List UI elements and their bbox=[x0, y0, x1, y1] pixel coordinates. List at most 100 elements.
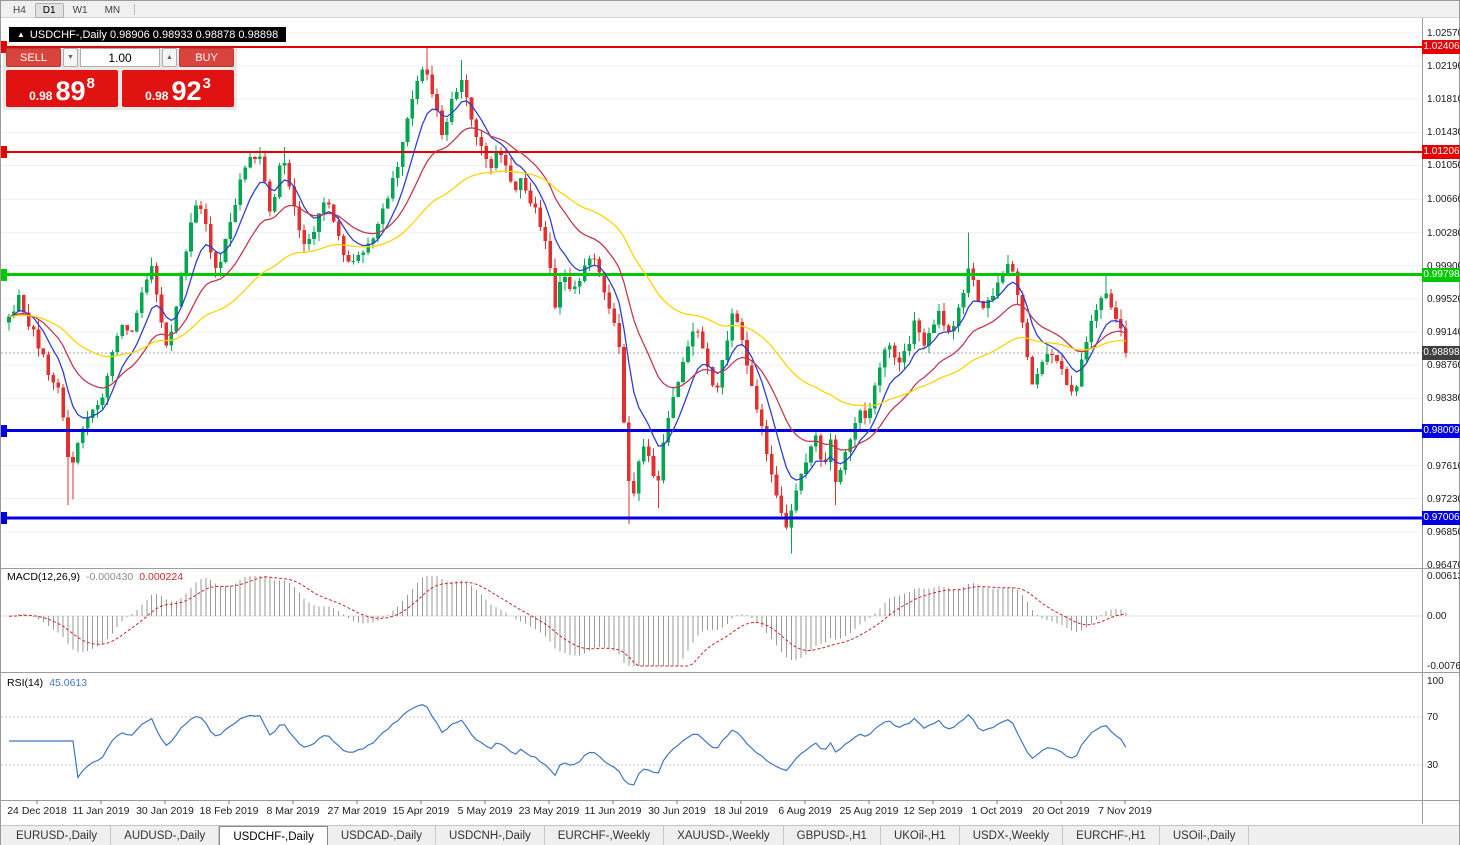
chart-tab-usdcad-daily[interactable]: USDCAD-,Daily bbox=[328, 826, 436, 845]
time-axis-label: 11 Jun 2019 bbox=[584, 805, 642, 817]
time-axis-label: 15 Apr 2019 bbox=[392, 805, 450, 817]
price-axis-label: 0.99520 bbox=[1427, 293, 1460, 305]
chart-tab-ukoil-h1[interactable]: UKOil-,H1 bbox=[881, 826, 960, 845]
price-level-left-marker bbox=[1, 145, 7, 158]
time-axis-label: 20 Oct 2019 bbox=[1032, 805, 1090, 817]
buy-button[interactable]: BUY bbox=[179, 48, 234, 67]
time-axis-label: 5 May 2019 bbox=[457, 805, 513, 817]
timeframe-button-mn[interactable]: MN bbox=[104, 5, 121, 16]
chart-marker-icon: ▲ bbox=[17, 30, 25, 39]
rsi-axis-label: 100 bbox=[1427, 676, 1444, 687]
rsi-indicator-label: RSI(14) 45.0613 bbox=[7, 677, 87, 689]
timeframe-toolbar: H4 D1 W1 MN bbox=[1, 1, 1459, 18]
chart-tab-usoil-daily[interactable]: USOil-,Daily bbox=[1160, 826, 1250, 845]
time-axis-label: 18 Feb 2019 bbox=[199, 805, 259, 817]
timeframe-button-d1[interactable]: D1 bbox=[34, 3, 64, 18]
time-axis-label: 8 Mar 2019 bbox=[266, 805, 320, 817]
price-level-badge: 0.97006 bbox=[1422, 511, 1460, 526]
buy-price-big: 92 bbox=[171, 76, 202, 106]
time-axis-label: 25 Aug 2019 bbox=[839, 805, 899, 817]
moving-average-20 bbox=[8, 127, 1127, 451]
chart-tab-usdx-weekly[interactable]: USDX-,Weekly bbox=[960, 826, 1064, 845]
price-level-badge: 0.98009 bbox=[1422, 423, 1460, 438]
chart-tab-usdcnh-daily[interactable]: USDCNH-,Daily bbox=[436, 826, 545, 845]
price-level-left-marker bbox=[1, 268, 7, 281]
candles-layer bbox=[7, 47, 1128, 554]
price-axis-label: 1.01430 bbox=[1427, 127, 1460, 139]
moving-average-8 bbox=[8, 100, 1127, 481]
grid-lines bbox=[1, 32, 1422, 566]
price-axis-label: 1.02190 bbox=[1427, 60, 1460, 72]
time-axis-label: 24 Dec 2018 bbox=[7, 805, 67, 817]
price-axis-label: 0.96850 bbox=[1427, 526, 1460, 538]
sell-price-sup: 8 bbox=[86, 75, 95, 92]
price-level-badge: 1.01206 bbox=[1422, 144, 1460, 159]
timeframe-button-h4[interactable]: H4 bbox=[13, 5, 26, 16]
timeframe-button-w1[interactable]: W1 bbox=[72, 5, 88, 16]
current-price-badge: 0.98898 bbox=[1422, 346, 1460, 361]
time-axis-label: 1 Oct 2019 bbox=[971, 805, 1023, 817]
macd-axis-label: 0.00613 bbox=[1427, 571, 1460, 582]
sell-price-prefix: 0.98 bbox=[29, 89, 53, 103]
price-axis-label: 0.99140 bbox=[1427, 327, 1460, 339]
macd-signal-line bbox=[8, 576, 1126, 667]
chart-tab-usdchf-daily[interactable]: USDCHF-,Daily bbox=[219, 826, 328, 845]
price-axis-label: 1.01810 bbox=[1427, 94, 1460, 106]
price-axis-label: 0.97610 bbox=[1427, 460, 1460, 472]
macd-axis-label: 0.00 bbox=[1427, 611, 1447, 623]
price-axis-label: 1.00280 bbox=[1427, 227, 1460, 239]
chart-tab-audusd-daily[interactable]: AUDUSD-,Daily bbox=[111, 826, 220, 845]
price-axis-label: 0.96470 bbox=[1427, 559, 1460, 571]
chart-tab-eurchf-h1[interactable]: EURCHF-,H1 bbox=[1063, 826, 1160, 845]
price-level-badge: 1.02406 bbox=[1422, 40, 1460, 55]
volume-input[interactable] bbox=[80, 48, 160, 67]
volume-increase-button[interactable]: ▲ bbox=[162, 48, 177, 67]
time-axis-label: 27 Mar 2019 bbox=[327, 805, 387, 817]
time-axis-label: 23 May 2019 bbox=[518, 805, 580, 817]
chart-tab-eurusd-daily[interactable]: EURUSD-,Daily bbox=[3, 826, 112, 845]
sell-price-big: 89 bbox=[55, 76, 86, 106]
price-axis-label: 1.01050 bbox=[1427, 160, 1460, 172]
time-axis-label: 12 Sep 2019 bbox=[903, 805, 963, 817]
macd-signal-value: 0.000224 bbox=[139, 571, 184, 583]
rsi-value: 45.0613 bbox=[49, 677, 88, 689]
price-axis-label: 0.99900 bbox=[1427, 260, 1460, 272]
price-axis-label: 0.98760 bbox=[1427, 360, 1460, 372]
trade-panel-controls: SELL ▼ ▲ BUY bbox=[6, 48, 234, 67]
moving-average-50 bbox=[8, 170, 1126, 407]
time-axis-label: 30 Jan 2019 bbox=[136, 805, 194, 817]
rsi-axis-label: 70 bbox=[1427, 712, 1439, 723]
chart-tab-gbpusd-h1[interactable]: GBPUSD-,H1 bbox=[784, 826, 881, 845]
rsi-level-lines bbox=[1, 716, 1422, 766]
price-axis-label: 0.97230 bbox=[1427, 493, 1460, 505]
time-axis-label: 6 Aug 2019 bbox=[778, 805, 832, 817]
time-axis-label: 30 Jun 2019 bbox=[648, 805, 706, 817]
price-level-badge: 0.99798 bbox=[1422, 267, 1460, 282]
pane-separators bbox=[1, 18, 1460, 824]
buy-price-sup: 3 bbox=[202, 75, 211, 92]
time-axis-ticks bbox=[36, 800, 1126, 804]
chart-info-bar: ▲ USDCHF-,Daily 0.98906 0.98933 0.98878 0… bbox=[9, 27, 287, 42]
toolbar-separator bbox=[134, 3, 136, 15]
sell-price-display[interactable]: 0.98 89 8 bbox=[6, 70, 118, 107]
rsi-axis-label: 30 bbox=[1427, 760, 1439, 771]
macd-main-value: -0.000430 bbox=[85, 571, 134, 583]
chart-tab-xauusd-weekly[interactable]: XAUUSD-,Weekly bbox=[664, 826, 784, 845]
time-axis-label: 7 Nov 2019 bbox=[1098, 805, 1152, 817]
price-level-left-marker bbox=[1, 512, 7, 525]
buy-price-display[interactable]: 0.98 92 3 bbox=[122, 70, 234, 107]
price-axis-label: 0.98380 bbox=[1427, 393, 1460, 405]
volume-decrease-button[interactable]: ▼ bbox=[63, 48, 78, 67]
chart-tab-eurchf-weekly[interactable]: EURCHF-,Weekly bbox=[545, 826, 665, 845]
sell-button[interactable]: SELL bbox=[6, 48, 61, 67]
macd-histogram bbox=[13, 576, 1127, 666]
rsi-line bbox=[9, 704, 1127, 786]
macd-name: MACD(12,26,9) bbox=[7, 571, 80, 583]
price-axis-label: 1.00660 bbox=[1427, 194, 1460, 206]
time-axis-label: 11 Jan 2019 bbox=[72, 805, 130, 817]
horizontal-level-lines bbox=[1, 46, 1422, 520]
